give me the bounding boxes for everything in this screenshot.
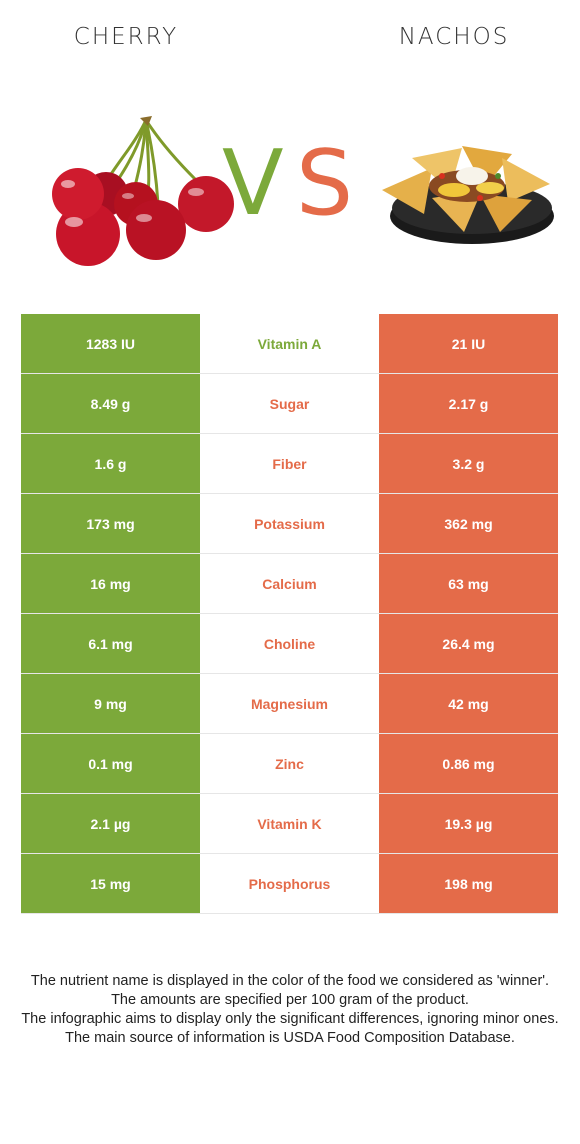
left-food-title: CHERRY [73, 24, 179, 50]
cherry-value: 6.1 mg [21, 613, 200, 674]
vs-label: V S [222, 134, 358, 234]
nutrient-name: Vitamin A [200, 314, 379, 374]
nutrient-name: Choline [200, 613, 379, 674]
nutrient-row: 16 mg Calcium 63 mg [21, 553, 558, 614]
nutrient-row: 6.1 mg Choline 26.4 mg [21, 613, 558, 674]
comparison-table: 1283 IU Vitamin A 21 IU 8.49 g Sugar 2.17 g 1.… [21, 314, 558, 914]
nachos-value: 63 mg [379, 553, 558, 614]
nachos-value: 3.2 g [379, 433, 558, 494]
nutrient-row: 1283 IU Vitamin A 21 IU [21, 314, 558, 374]
cherry-value: 0.1 mg [21, 733, 200, 794]
nutrient-name: Zinc [200, 733, 379, 794]
nachos-value: 198 mg [379, 853, 558, 914]
nachos-value: 26.4 mg [379, 613, 558, 674]
nachos-value: 42 mg [379, 673, 558, 734]
nutrient-name: Sugar [200, 373, 379, 434]
nutrient-row: 0.1 mg Zinc 0.86 mg [21, 733, 558, 794]
footnote-line: The infographic aims to display only the… [21, 1011, 559, 1027]
right-food-title: NACHOS [398, 24, 510, 50]
nutrient-name: Potassium [200, 493, 379, 554]
cherry-value: 9 mg [21, 673, 200, 734]
footnote-line: The nutrient name is displayed in the co… [30, 973, 550, 989]
nachos-value: 21 IU [379, 314, 558, 374]
footnote-line: The amounts are specified per 100 gram o… [111, 992, 469, 1008]
nutrient-row: 1.6 g Fiber 3.2 g [21, 433, 558, 494]
cherries-image [52, 116, 234, 266]
cherry-value: 2.1 µg [21, 793, 200, 854]
footnote-line: The main source of information is USDA F… [65, 1030, 515, 1046]
nutrient-row: 8.49 g Sugar 2.17 g [21, 373, 558, 434]
nachos-value: 362 mg [379, 493, 558, 554]
cherry-value: 173 mg [21, 493, 200, 554]
nutrient-row: 173 mg Potassium 362 mg [21, 493, 558, 554]
cherry-value: 1283 IU [21, 314, 200, 374]
nutrient-name: Magnesium [200, 673, 379, 734]
nutrient-name: Vitamin K [200, 793, 379, 854]
nachos-plate-image [382, 146, 554, 244]
nutrient-row: 2.1 µg Vitamin K 19.3 µg [21, 793, 558, 854]
nutrient-row: 15 mg Phosphorus 198 mg [21, 853, 558, 914]
cherry-value: 8.49 g [21, 373, 200, 434]
cherry-value: 1.6 g [21, 433, 200, 494]
nutrient-row: 9 mg Magnesium 42 mg [21, 673, 558, 734]
nachos-value: 0.86 mg [379, 733, 558, 794]
nutrient-name: Calcium [200, 553, 379, 614]
nutrient-name: Fiber [200, 433, 379, 494]
cherry-value: 16 mg [21, 553, 200, 614]
nachos-value: 2.17 g [379, 373, 558, 434]
footnote: The nutrient name is displayed in the co… [18, 972, 562, 1048]
nutrient-name: Phosphorus [200, 853, 379, 914]
vs-letter-s: S [296, 131, 354, 236]
cherry-value: 15 mg [21, 853, 200, 914]
vs-letter-v: V [222, 131, 284, 236]
nachos-value: 19.3 µg [379, 793, 558, 854]
